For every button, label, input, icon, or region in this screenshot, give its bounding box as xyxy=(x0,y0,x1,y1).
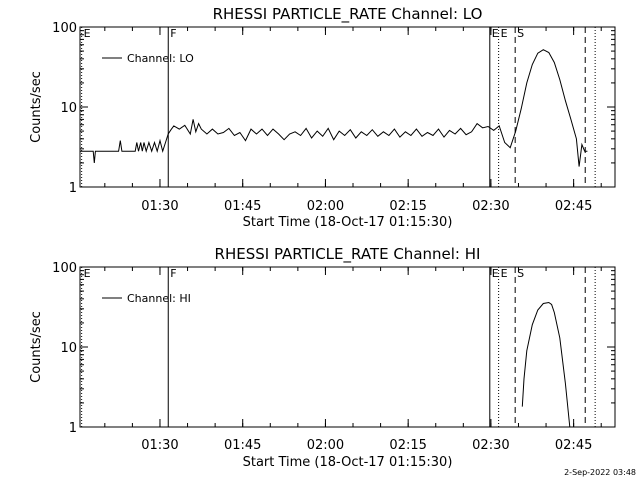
event-marker-label: F xyxy=(170,27,176,40)
x-tick-label: 02:00 xyxy=(307,199,344,214)
event-marker-label: S xyxy=(517,27,524,40)
y-tick-label: 10 xyxy=(60,101,77,116)
plot-frame xyxy=(79,266,616,428)
event-marker-label: E xyxy=(501,267,508,280)
x-tick-label: 02:15 xyxy=(389,199,426,214)
x-tick-label: 02:45 xyxy=(555,438,592,453)
legend-label: Channel: LO xyxy=(127,52,194,65)
y-tick-label: 1 xyxy=(69,421,77,436)
x-tick-label: 02:30 xyxy=(472,438,509,453)
event-marker-label: E xyxy=(84,267,91,280)
event-marker-label: F xyxy=(170,267,176,280)
y-tick-label: 100 xyxy=(52,21,77,36)
x-axis-label: Start Time (18-Oct-17 01:15:30) xyxy=(243,215,453,230)
chart-title: RHESSI PARTICLE_RATE Channel: HI xyxy=(215,245,481,264)
x-tick-label: 02:30 xyxy=(472,199,509,214)
event-marker-label: E xyxy=(492,267,499,280)
x-tick-label: 02:45 xyxy=(555,199,592,214)
y-axis-label: Counts/sec xyxy=(29,71,44,143)
y-tick-label: 10 xyxy=(60,341,77,356)
x-tick-label: 01:30 xyxy=(141,199,178,214)
chart-panel-1: RHESSI PARTICLE_RATE Channel: LO 1 10 100 01… xyxy=(29,5,616,230)
series-line xyxy=(80,49,588,167)
x-tick-label: 02:00 xyxy=(307,438,344,453)
x-tick-label: 02:15 xyxy=(389,438,426,453)
series-line xyxy=(521,301,571,428)
y-axis-label: Counts/sec xyxy=(29,311,44,383)
x-axis-label: Start Time (18-Oct-17 01:15:30) xyxy=(243,455,453,470)
chart-title: RHESSI PARTICLE_RATE Channel: LO xyxy=(213,5,483,24)
event-marker-label: E xyxy=(492,27,499,40)
event-marker-label: E xyxy=(84,27,91,40)
event-marker-label: S xyxy=(517,267,524,280)
y-tick-label: 1 xyxy=(69,181,77,196)
y-tick-label: 100 xyxy=(52,261,77,276)
plot-frame xyxy=(79,26,616,188)
x-tick-label: 01:45 xyxy=(224,199,261,214)
chart-panel-2: RHESSI PARTICLE_RATE Channel: HI 1 10 100 01… xyxy=(29,245,616,470)
event-marker-label: E xyxy=(501,27,508,40)
x-tick-label: 01:45 xyxy=(224,438,261,453)
legend-label: Channel: HI xyxy=(127,292,191,305)
footer-date: 2-Sep-2022 03:48 xyxy=(564,468,636,477)
x-tick-label: 01:30 xyxy=(141,438,178,453)
